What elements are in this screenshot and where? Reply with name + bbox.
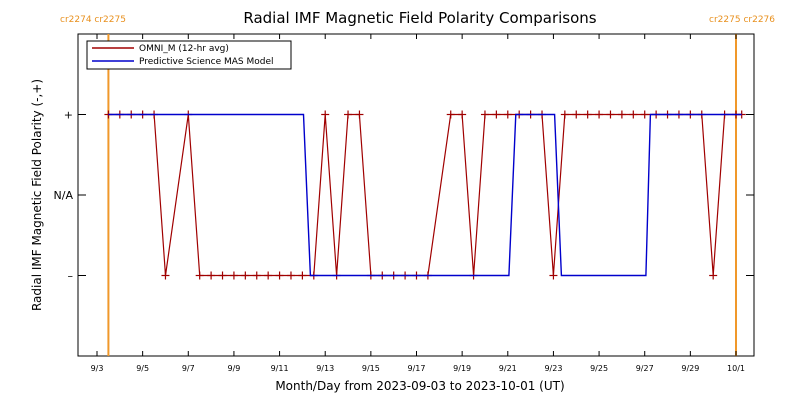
data-point <box>264 271 273 280</box>
data-point <box>355 110 364 119</box>
data-point <box>640 110 649 119</box>
data-point <box>709 271 718 280</box>
x-tick-label: 9/27 <box>636 364 654 373</box>
series-line-1 <box>108 113 742 277</box>
x-tick-label: 9/29 <box>681 364 699 373</box>
data-point <box>229 271 238 280</box>
data-point <box>560 110 569 119</box>
y-axis-ticks: + N/A – <box>54 109 754 283</box>
data-point <box>252 271 261 280</box>
plot-frame <box>77 33 755 357</box>
legend-label-mas: Predictive Science MAS Model <box>139 57 274 67</box>
legend-label-omni: OMNI_M (12-hr avg) <box>139 44 229 54</box>
data-point <box>446 110 455 119</box>
carrington-label-0: cr2274 cr2275 <box>60 15 126 25</box>
carrington-label-1: cr2275 cr2276 <box>709 15 775 25</box>
data-series <box>104 110 746 280</box>
data-point <box>275 271 284 280</box>
chart-title: Radial IMF Magnetic Field Polarity Compa… <box>243 9 596 27</box>
data-point <box>492 110 501 119</box>
data-point <box>344 110 353 119</box>
data-point <box>458 110 467 119</box>
data-point <box>629 110 638 119</box>
legend: OMNI_M (12-hr avg) Predictive Science MA… <box>86 40 292 70</box>
data-point <box>572 110 581 119</box>
data-point <box>549 271 558 280</box>
data-point <box>321 110 330 119</box>
x-tick-label: 9/23 <box>544 364 562 373</box>
x-tick-label: 9/5 <box>136 364 149 373</box>
y-axis-label: Radial IMF Magnetic Field Polarity (-,+) <box>30 79 44 311</box>
x-tick-label: 9/11 <box>271 364 289 373</box>
data-point <box>195 271 204 280</box>
data-point <box>583 110 592 119</box>
data-point <box>298 271 307 280</box>
x-tick-label: 9/3 <box>91 364 104 373</box>
carrington-markers: cr2274 cr2275 cr2275 cr2276 <box>60 15 775 356</box>
x-tick-label: 10/1 <box>727 364 745 373</box>
y-tick-label: + <box>64 109 73 122</box>
y-tick-label: – <box>68 270 74 283</box>
data-point <box>595 110 604 119</box>
data-point <box>480 110 489 119</box>
data-point <box>207 271 216 280</box>
x-axis-ticks: 9/3 9/5 9/7 9/9 9/11 9/13 9/15 9/17 9/19 9/21 9/23… <box>91 34 745 373</box>
data-point <box>241 271 250 280</box>
data-point <box>286 271 295 280</box>
x-tick-label: 9/17 <box>408 364 426 373</box>
x-tick-label: 9/15 <box>362 364 380 373</box>
data-point <box>617 110 626 119</box>
legend-box <box>86 40 292 70</box>
x-tick-label: 9/7 <box>182 364 195 373</box>
y-tick-label: N/A <box>54 189 74 202</box>
data-point <box>161 271 170 280</box>
x-tick-label: 9/13 <box>316 364 334 373</box>
x-tick-label: 9/9 <box>227 364 240 373</box>
x-tick-label: 9/21 <box>499 364 517 373</box>
data-point <box>218 271 227 280</box>
data-point <box>503 110 512 119</box>
x-axis-label: Month/Day from 2023-09-03 to 2023-10-01 … <box>275 379 564 393</box>
x-tick-label: 9/19 <box>453 364 471 373</box>
data-point <box>606 110 615 119</box>
x-tick-label: 9/25 <box>590 364 608 373</box>
